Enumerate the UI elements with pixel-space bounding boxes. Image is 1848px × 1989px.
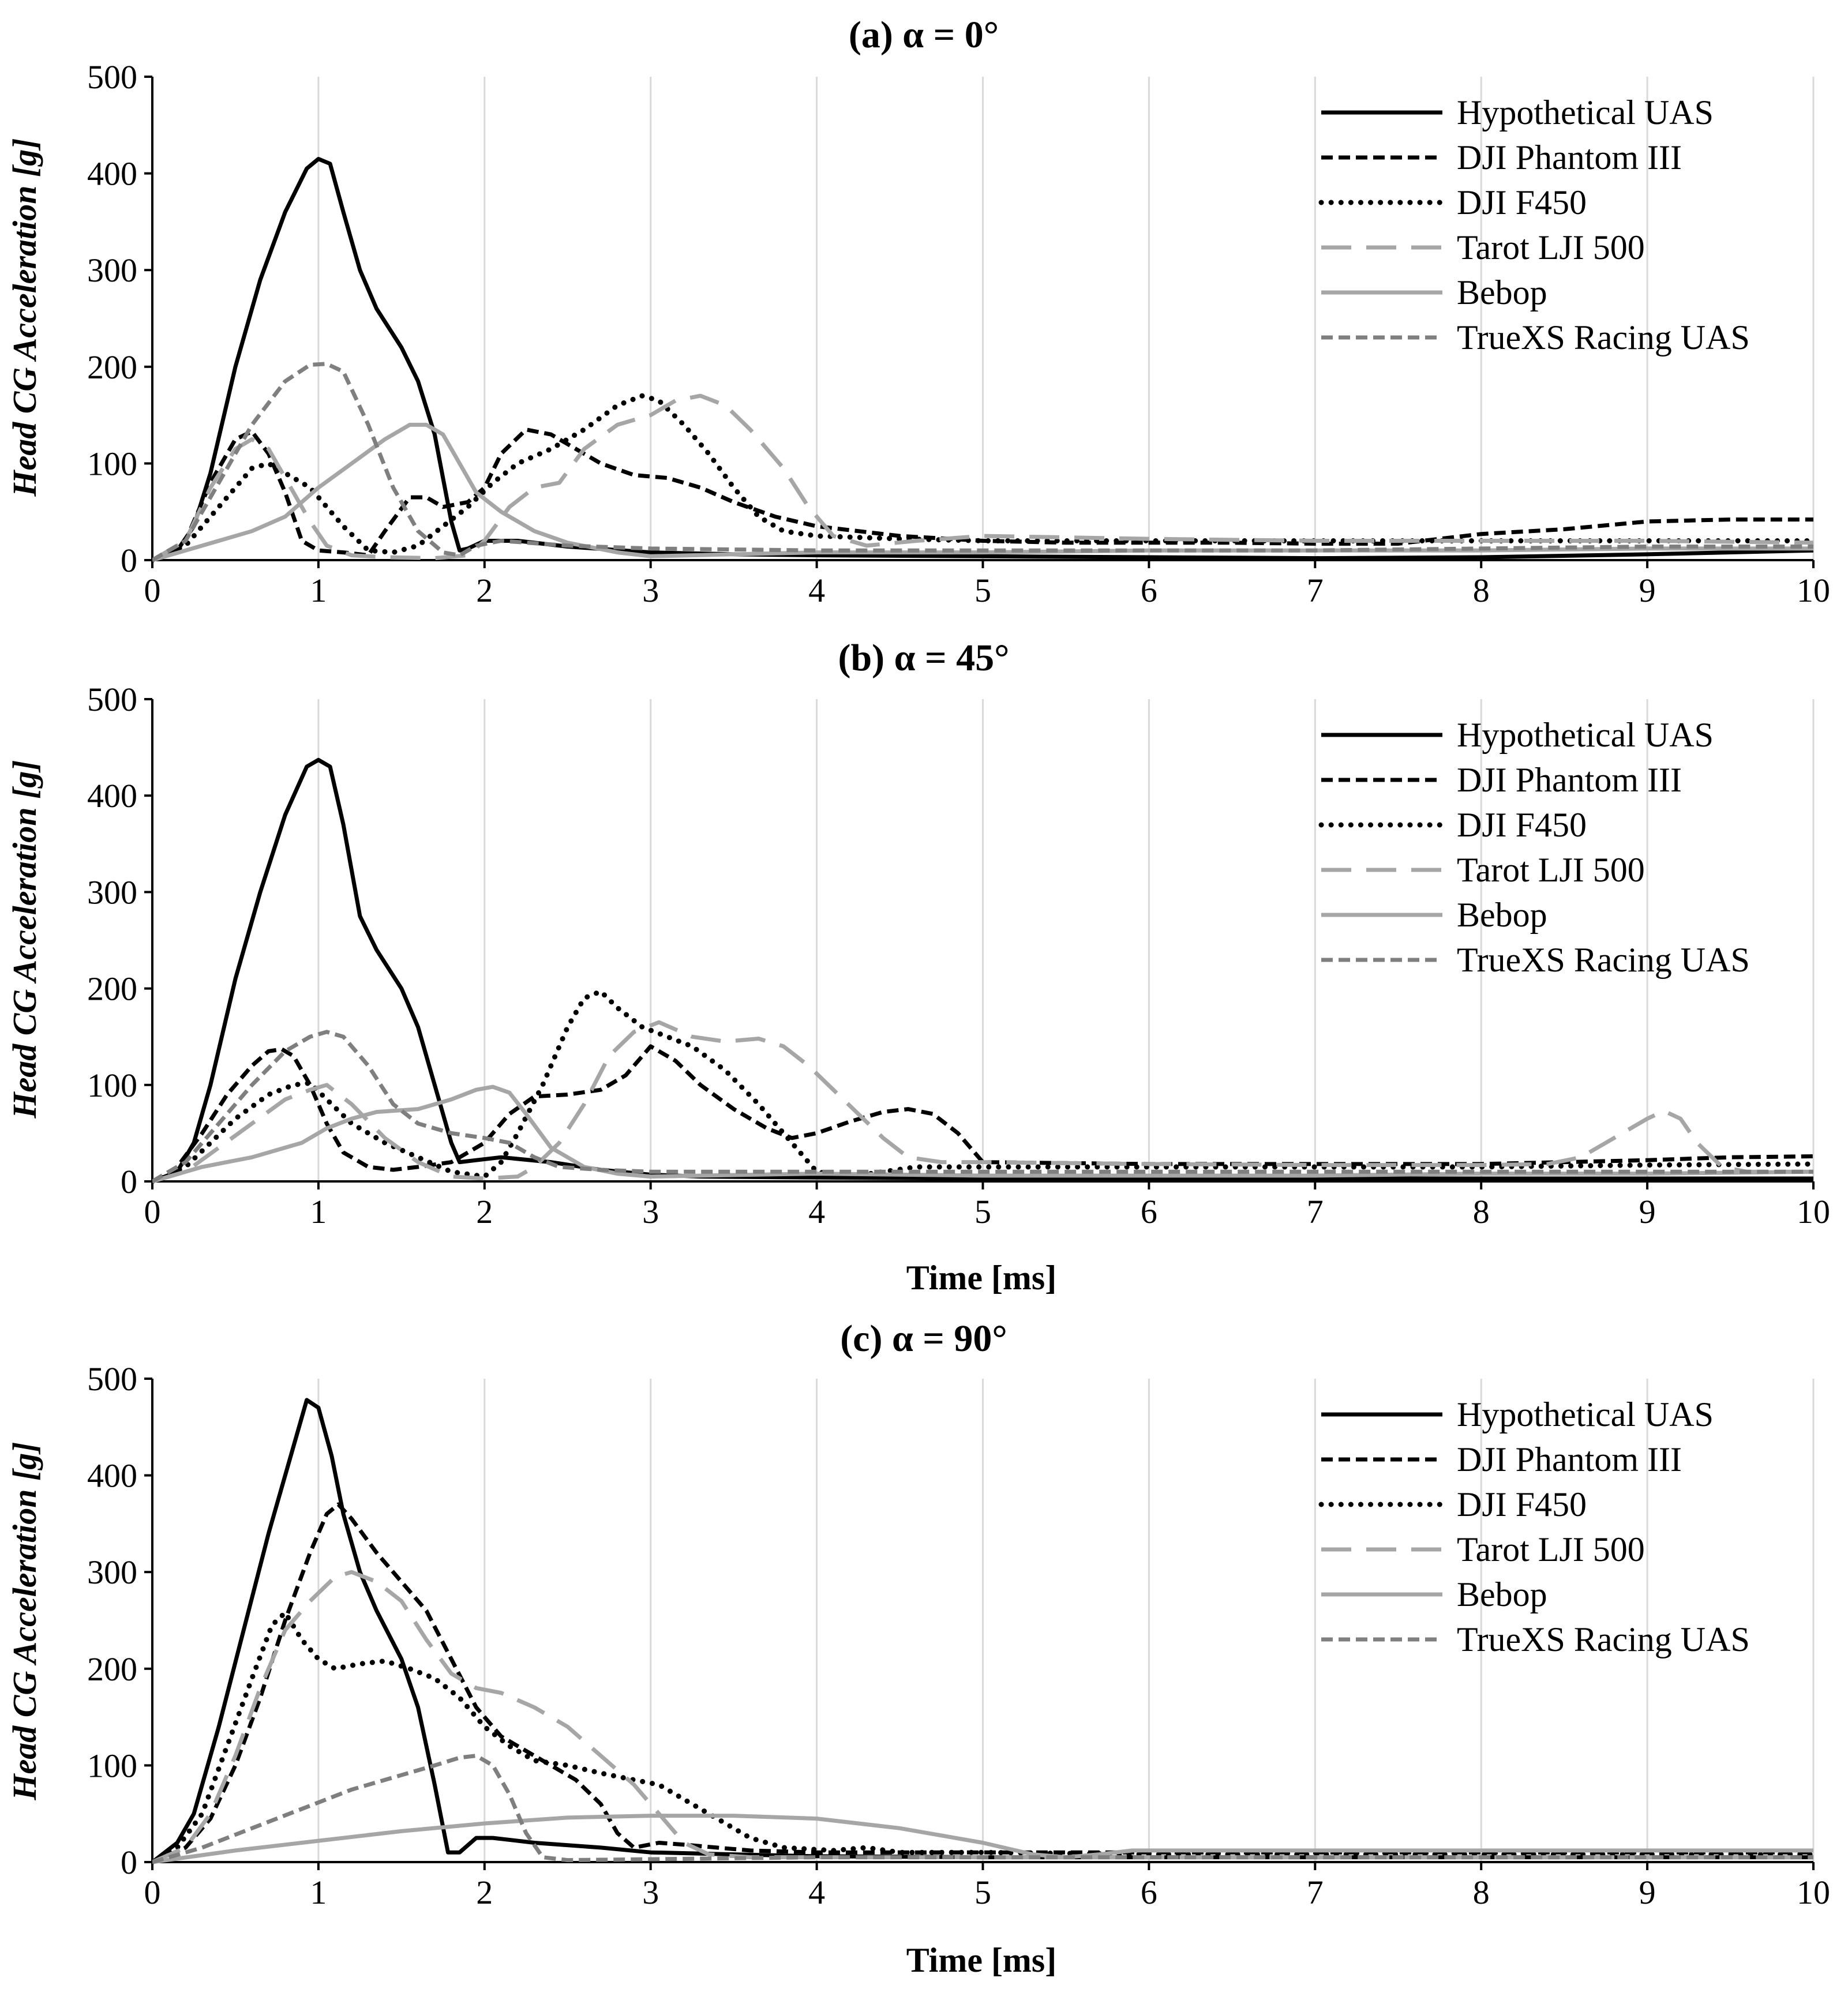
x-tick-label: 3 xyxy=(642,1874,659,1911)
legend-label-c: Tarot LJI 500 xyxy=(1457,1530,1645,1568)
y-tick-label: 200 xyxy=(87,1650,137,1688)
x-tick-label: 4 xyxy=(808,572,825,609)
x-tick-label: 5 xyxy=(974,1874,991,1911)
x-tick-label: 7 xyxy=(1307,572,1324,609)
x-tick-label: 2 xyxy=(476,572,493,609)
series-line-bebop xyxy=(152,1084,1813,1184)
y-tick-label: 300 xyxy=(87,1553,137,1591)
panel-c: (c) α = 90° Head CG Acceleration [g] Tim… xyxy=(6,1318,1830,1979)
series-line-tarot-lji-500 xyxy=(152,393,1813,562)
legend-label-b: Bebop xyxy=(1457,896,1547,934)
legend-label-c: DJI Phantom III xyxy=(1457,1440,1682,1478)
series-line-tarot-lji-500 xyxy=(152,1570,1813,1864)
x-tick-label: 3 xyxy=(642,572,659,609)
series-line-tarot-lji-500 xyxy=(152,1020,1813,1184)
x-tick-label: 8 xyxy=(1473,1193,1490,1230)
x-tick-label: 0 xyxy=(144,1874,161,1911)
series-line-hypothetical-uas xyxy=(152,757,1813,1184)
panel-c-y-axis-label: Head CG Acceleration [g] xyxy=(6,1442,43,1800)
y-tick-label: 300 xyxy=(87,873,137,911)
x-tick-label: 3 xyxy=(642,1193,659,1230)
x-tick-label: 0 xyxy=(144,1193,161,1230)
x-tick-label: 10 xyxy=(1797,572,1830,609)
x-tick-label: 4 xyxy=(808,1193,825,1230)
y-tick-label: 100 xyxy=(87,445,137,482)
y-tick-label: 200 xyxy=(87,348,137,386)
x-tick-label: 6 xyxy=(1141,1874,1157,1911)
x-tick-label: 7 xyxy=(1307,1874,1324,1911)
panel-b-x-axis-label: Time [ms] xyxy=(906,1259,1057,1297)
legend-label-a: Tarot LJI 500 xyxy=(1457,228,1645,267)
panel-a: (a) α = 0° Head CG Acceleration [g] 0100… xyxy=(6,14,1830,609)
y-tick-label: 400 xyxy=(87,1457,137,1495)
panel-a-y-axis-label: Head CG Acceleration [g] xyxy=(6,138,43,497)
x-tick-label: 1 xyxy=(310,1874,327,1911)
series-line-bebop xyxy=(152,1814,1813,1864)
panel-a-title: (a) α = 0° xyxy=(849,14,999,56)
x-tick-label: 9 xyxy=(1639,572,1656,609)
y-tick-label: 0 xyxy=(121,1844,137,1881)
x-tick-label: 6 xyxy=(1141,572,1157,609)
legend-label-b: DJI Phantom III xyxy=(1457,761,1682,799)
x-tick-label: 2 xyxy=(476,1193,493,1230)
panel-c-x-axis-label: Time [ms] xyxy=(906,1941,1057,1979)
series-line-dji-phantom-iii xyxy=(152,1044,1813,1184)
legend-label-b: Hypothetical UAS xyxy=(1457,716,1714,754)
x-tick-label: 4 xyxy=(808,1874,825,1911)
panel-b-title: (b) α = 45° xyxy=(838,637,1010,679)
series-line-bebop xyxy=(152,422,1813,562)
legend-label-b: TrueXS Racing UAS xyxy=(1457,941,1750,979)
legend-label-b: DJI F450 xyxy=(1457,806,1587,844)
y-tick-label: 300 xyxy=(87,252,137,289)
x-tick-label: 8 xyxy=(1473,1874,1490,1911)
y-tick-label: 0 xyxy=(121,542,137,579)
x-tick-label: 7 xyxy=(1307,1193,1324,1230)
x-tick-label: 10 xyxy=(1797,1193,1830,1230)
series-line-truexs-racing-uas xyxy=(152,362,1813,562)
legend-label-a: DJI F450 xyxy=(1457,183,1587,222)
y-tick-label: 100 xyxy=(87,1067,137,1104)
y-tick-label: 400 xyxy=(87,777,137,815)
x-tick-label: 2 xyxy=(476,1874,493,1911)
series-line-truexs-racing-uas xyxy=(152,1030,1813,1184)
legend-label-a: DJI Phantom III xyxy=(1457,138,1682,177)
legend-label-b: Tarot LJI 500 xyxy=(1457,851,1645,889)
series-line-hypothetical-uas xyxy=(152,157,1813,562)
x-tick-label: 10 xyxy=(1797,1874,1830,1911)
series-line-dji-f450 xyxy=(152,1610,1813,1864)
x-tick-label: 1 xyxy=(310,1193,327,1230)
y-tick-label: 500 xyxy=(87,1360,137,1398)
legend-label-c: DJI F450 xyxy=(1457,1485,1587,1523)
legend-label-c: Hypothetical UAS xyxy=(1457,1395,1714,1433)
x-tick-label: 9 xyxy=(1639,1193,1656,1230)
y-tick-label: 500 xyxy=(87,58,137,96)
series-line-dji-f450 xyxy=(152,989,1813,1184)
legend-label-c: Bebop xyxy=(1457,1575,1547,1613)
series-line-dji-f450 xyxy=(152,393,1813,562)
y-tick-label: 500 xyxy=(87,681,137,718)
y-tick-label: 0 xyxy=(121,1163,137,1200)
legend-label-a: Bebop xyxy=(1457,273,1547,312)
x-tick-label: 8 xyxy=(1473,572,1490,609)
x-tick-label: 6 xyxy=(1141,1193,1157,1230)
panel-b: (b) α = 45° Head CG Acceleration [g] Tim… xyxy=(6,637,1830,1297)
legend-label-c: TrueXS Racing UAS xyxy=(1457,1620,1750,1658)
x-tick-label: 0 xyxy=(144,572,161,609)
legend-label-a: TrueXS Racing UAS xyxy=(1457,318,1750,356)
panel-c-title: (c) α = 90° xyxy=(840,1318,1007,1360)
x-tick-label: 9 xyxy=(1639,1874,1656,1911)
panel-b-y-axis-label: Head CG Acceleration [g] xyxy=(6,760,43,1119)
y-tick-label: 400 xyxy=(87,155,137,193)
x-tick-label: 5 xyxy=(974,572,991,609)
y-tick-label: 100 xyxy=(87,1747,137,1784)
x-tick-label: 1 xyxy=(310,572,327,609)
series-line-dji-phantom-iii xyxy=(152,1502,1813,1864)
y-tick-label: 200 xyxy=(87,970,137,1008)
x-tick-label: 5 xyxy=(974,1193,991,1230)
legend-label-a: Hypothetical UAS xyxy=(1457,93,1714,132)
